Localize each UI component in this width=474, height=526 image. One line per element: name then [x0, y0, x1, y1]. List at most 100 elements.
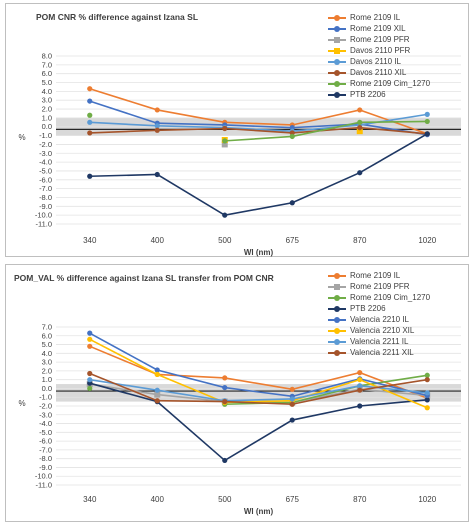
y-tick-label: -2.0	[39, 140, 52, 149]
legend-item: Rome 2109 Cim_1270	[328, 78, 430, 89]
data-point	[424, 372, 430, 378]
data-point	[357, 107, 363, 113]
data-point	[289, 401, 295, 407]
y-tick-label: 2.0	[42, 366, 52, 375]
y-tick-label: 8.0	[42, 52, 52, 61]
data-point	[87, 336, 93, 342]
legend-item: Davos 2110 XIL	[328, 67, 430, 78]
y-tick-label: 2.0	[42, 105, 52, 114]
x-tick-label: 400	[151, 495, 165, 504]
series-4	[87, 380, 430, 464]
series-line	[89, 87, 428, 135]
data-point	[424, 131, 430, 137]
y-tick-label: 6.0	[42, 331, 52, 340]
legend-item: PTB 2206	[328, 303, 430, 314]
legend-swatch	[328, 272, 346, 280]
y-tick-label: -7.0	[39, 184, 52, 193]
x-tick-label: 400	[151, 236, 165, 245]
series-line	[89, 345, 428, 399]
legend-item: Valencia 2211 XIL	[328, 347, 430, 358]
data-point	[87, 130, 93, 136]
series-line	[89, 113, 428, 132]
data-point	[357, 370, 363, 376]
legend-label: PTB 2206	[350, 304, 386, 313]
data-point	[154, 367, 160, 373]
chart-legend-top: Rome 2109 IL Rome 2109 XIL Rome 2109 PFR Da…	[328, 12, 430, 100]
y-axis-label: %	[18, 133, 25, 142]
data-point	[222, 375, 228, 381]
y-tick-label: 5.0	[42, 340, 52, 349]
legend-swatch	[328, 58, 346, 66]
data-point	[154, 387, 160, 393]
y-tick-label: -11.0	[35, 220, 52, 229]
series-7	[87, 112, 430, 144]
legend-item: Rome 2109 PFR	[328, 281, 430, 292]
data-point	[357, 403, 363, 409]
legend-label: Rome 2109 XIL	[350, 24, 406, 33]
legend-item: Rome 2109 PFR	[328, 34, 430, 45]
data-point	[289, 200, 295, 206]
y-tick-label: 3.0	[42, 358, 52, 367]
data-point	[357, 387, 363, 393]
legend-item: Rome 2109 Cim_1270	[328, 292, 430, 303]
series-8	[87, 370, 430, 407]
x-tick-label: 500	[218, 495, 232, 504]
series-3	[221, 141, 228, 148]
y-tick-label: -4.0	[39, 158, 52, 167]
y-tick-label: -1.0	[39, 393, 52, 402]
legend-swatch	[328, 305, 346, 313]
x-tick-label: 340	[83, 495, 97, 504]
legend-label: Rome 2109 IL	[350, 13, 401, 22]
x-tick-label: 870	[353, 495, 367, 504]
y-tick-label: -3.0	[39, 149, 52, 158]
series-line	[89, 372, 428, 406]
legend-label: Rome 2109 PFR	[350, 35, 410, 44]
y-tick-label: -10.0	[35, 472, 52, 481]
data-point	[154, 171, 160, 178]
legend-swatch	[328, 349, 346, 357]
x-tick-label: 870	[353, 236, 367, 245]
data-point	[221, 141, 228, 148]
data-point	[222, 125, 228, 132]
legend-label: Valencia 2211 IL	[350, 337, 409, 346]
legend-label: Rome 2109 Cim_1270	[350, 293, 431, 302]
x-tick-label: 1020	[418, 236, 436, 245]
legend-item: Rome 2109 IL	[328, 270, 430, 281]
y-tick-label: -11.0	[35, 481, 52, 490]
data-point	[222, 138, 228, 144]
y-tick-label: 0.0	[42, 384, 52, 393]
data-point	[289, 396, 295, 402]
y-tick-label: 0.0	[42, 122, 52, 131]
series-line	[89, 338, 428, 409]
legend-item: Valencia 2210 XIL	[328, 325, 430, 336]
data-point	[87, 343, 93, 349]
legend-swatch	[328, 36, 346, 44]
y-tick-label: -7.0	[39, 445, 52, 454]
x-tick-label: 500	[218, 236, 232, 245]
data-point	[357, 119, 363, 125]
y-tick-label: 1.0	[42, 375, 52, 384]
legend-item: Davos 2110 PFR	[328, 45, 430, 56]
y-tick-label: -3.0	[39, 410, 52, 419]
x-axis-label: Wl (nm)	[244, 248, 274, 257]
series-8	[87, 131, 430, 218]
series-line	[89, 378, 428, 402]
y-tick-label: 6.0	[42, 69, 52, 78]
x-tick-label: 675	[286, 495, 300, 504]
y-tick-label: -4.0	[39, 419, 52, 428]
legend-item: Valencia 2211 IL	[328, 336, 430, 347]
series-line	[89, 382, 428, 462]
chart-legend-bottom: Rome 2109 IL Rome 2109 PFR Rome 2109 Cim_1…	[328, 270, 430, 358]
x-tick-label: 675	[286, 236, 300, 245]
chart-panel-top: POM CNR % difference against Izana SL 8.…	[5, 3, 469, 257]
legend-swatch	[328, 316, 346, 324]
y-axis-label: %	[18, 399, 25, 408]
y-tick-label: 5.0	[42, 78, 52, 87]
data-point	[357, 377, 363, 383]
data-point	[154, 127, 160, 133]
legend-swatch	[328, 80, 346, 88]
y-tick-label: 4.0	[42, 87, 52, 96]
data-point	[424, 118, 430, 125]
data-point	[424, 377, 430, 383]
data-point	[356, 128, 363, 135]
